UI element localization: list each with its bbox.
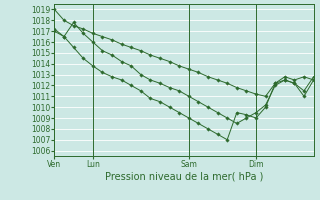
X-axis label: Pression niveau de la mer( hPa ): Pression niveau de la mer( hPa ) [105, 172, 263, 182]
